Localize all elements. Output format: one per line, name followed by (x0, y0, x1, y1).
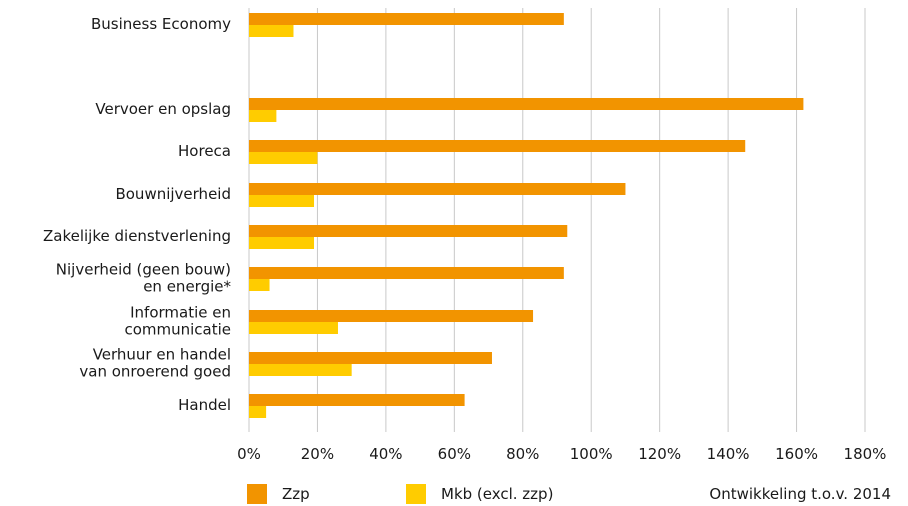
x-tick-label: 0% (237, 445, 261, 463)
bars (249, 13, 804, 418)
bar-mkb (249, 279, 270, 291)
bar-mkb (249, 237, 315, 249)
bar-zzp (249, 225, 568, 237)
bar-mkb (249, 406, 267, 418)
bar-zzp (249, 267, 564, 279)
x-tick-label: 40% (369, 445, 402, 463)
legend: Zzp Mkb (excl. zzp) (247, 484, 553, 504)
category-labels: Business Economy Vervoer en opslag Horeca B… (43, 15, 231, 414)
x-tick-label: 140% (707, 445, 750, 463)
legend-label-zzp: Zzp (282, 485, 310, 503)
x-axis-tick-labels: 0% 20% 40% 60% 80% 100% 120% 140% 160% 180% (237, 445, 886, 463)
category-label: communicatie (124, 321, 231, 339)
grid (248, 8, 866, 432)
category-label: Verhuur en handel (93, 346, 231, 364)
bar-mkb (249, 322, 338, 334)
category-label: Handel (178, 396, 231, 414)
bar-zzp (249, 394, 465, 406)
x-tick-label: 60% (438, 445, 471, 463)
bar-mkb (249, 195, 315, 207)
category-label: Horeca (178, 142, 231, 160)
bar-zzp (249, 98, 804, 110)
category-label: Zakelijke dienstverlening (43, 227, 231, 245)
category-label: en energie* (143, 278, 231, 296)
chart-annotation: Ontwikkeling t.o.v. 2014 (709, 485, 891, 503)
bar-mkb (249, 152, 318, 164)
x-tick-label: 80% (506, 445, 539, 463)
x-tick-label: 160% (775, 445, 818, 463)
bar-zzp (249, 352, 492, 364)
x-tick-label: 20% (301, 445, 334, 463)
x-tick-label: 120% (638, 445, 681, 463)
x-tick-label: 180% (844, 445, 887, 463)
category-label: Nijverheid (geen bouw) (56, 261, 231, 279)
bar-mkb (249, 364, 352, 376)
legend-swatch-zzp (247, 484, 267, 504)
category-label: Business Economy (91, 15, 231, 33)
x-tick-label: 100% (570, 445, 613, 463)
category-label: van onroerend goed (79, 363, 231, 381)
bar-mkb (249, 110, 277, 122)
bar-zzp (249, 13, 564, 25)
legend-label-mkb: Mkb (excl. zzp) (441, 485, 553, 503)
category-label: Informatie en (130, 304, 231, 322)
category-label: Bouwnijverheid (115, 185, 231, 203)
category-label: Vervoer en opslag (95, 100, 231, 118)
bar-zzp (249, 183, 626, 195)
bar-mkb (249, 25, 294, 37)
legend-swatch-mkb (406, 484, 426, 504)
bar-zzp (249, 140, 746, 152)
bar-zzp (249, 310, 534, 322)
